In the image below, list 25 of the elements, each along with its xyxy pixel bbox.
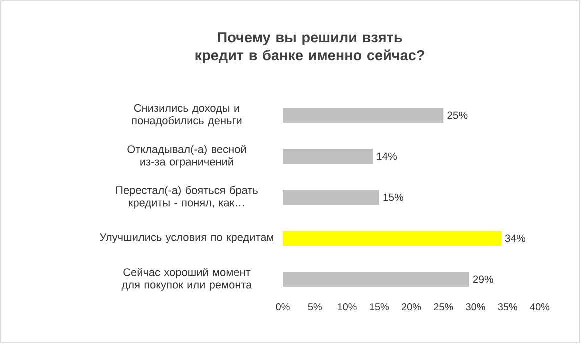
bar	[283, 108, 444, 124]
x-tick-label: 20%	[402, 304, 422, 311]
bar	[283, 231, 502, 246]
x-tick-label: 15%	[370, 304, 390, 311]
bar	[283, 149, 373, 164]
x-tick-label: 0%	[276, 304, 290, 311]
data-label: 34%	[505, 234, 526, 242]
y-tick-label: Откладывал(-а) весной из-за ограничений	[128, 145, 246, 168]
x-tick-label: 10%	[338, 304, 357, 311]
data-label: 15%	[384, 194, 404, 202]
y-tick-label: Перестал(-а) бояться брать кредиты - понял, как…	[116, 186, 258, 209]
x-tick-label: 25%	[434, 304, 454, 311]
y-tick-label: Сейчас хороший момент для покупок или ремонта	[122, 268, 252, 291]
bar	[283, 272, 470, 288]
bar	[283, 190, 380, 206]
data-label: 29%	[473, 276, 494, 284]
x-tick-label: 5%	[308, 304, 322, 311]
data-label: 14%	[377, 152, 398, 160]
data-label: 25%	[448, 112, 468, 120]
x-tick-label: 35%	[498, 304, 518, 311]
x-tick-label: 30%	[466, 304, 486, 311]
y-tick-label: Снизились доходы и понадобились деньги	[132, 104, 242, 127]
x-tick-label: 40%	[530, 304, 550, 311]
y-tick-label: Улучшились условия по кредитам	[100, 234, 274, 244]
chart-title: Почему вы решили взять кредит в банке именно сейчас?	[196, 32, 424, 64]
